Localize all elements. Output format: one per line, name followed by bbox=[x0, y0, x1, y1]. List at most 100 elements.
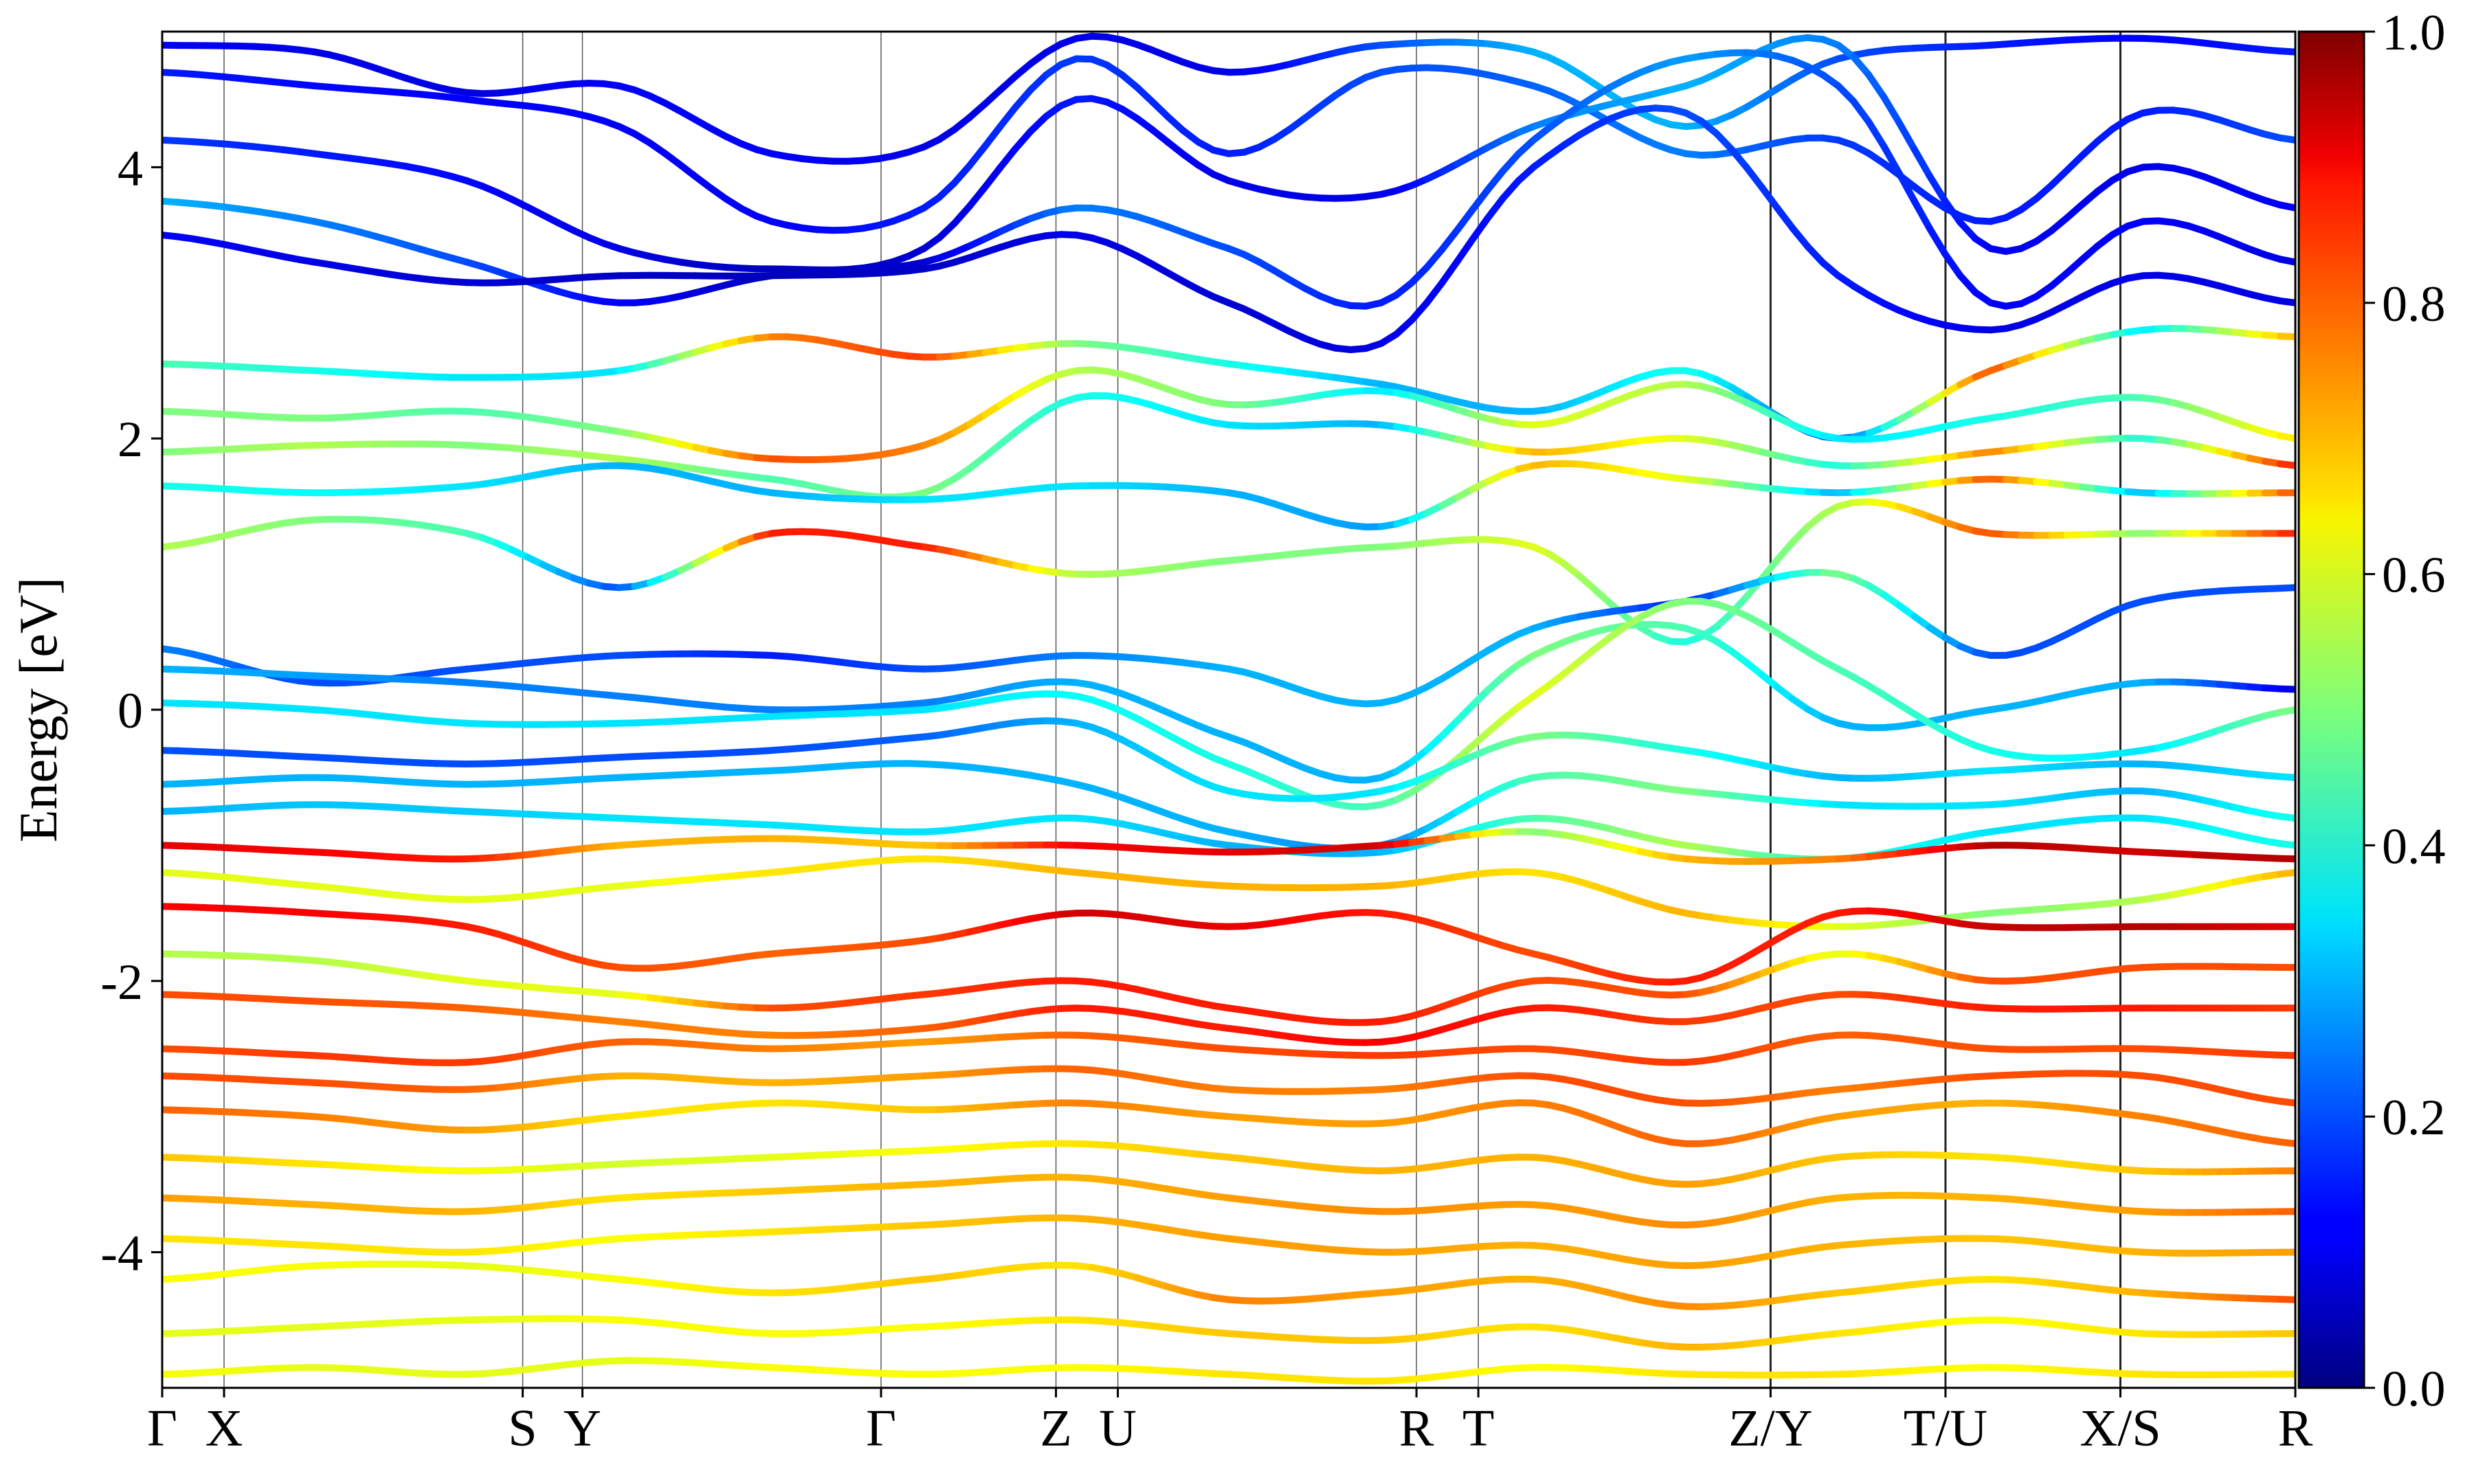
kpoint-label: R bbox=[2278, 1399, 2313, 1457]
band-3-segment bbox=[1895, 170, 1918, 205]
band-1-segment bbox=[1134, 84, 1157, 106]
band-9-segment bbox=[1789, 523, 1812, 546]
band-4-segment bbox=[1713, 130, 1735, 153]
band-3-segment bbox=[2276, 256, 2295, 266]
band-1-segment bbox=[2048, 167, 2071, 189]
band-1-segment bbox=[2063, 152, 2086, 175]
band-4-segment bbox=[1423, 279, 1446, 306]
band-3-segment bbox=[1910, 197, 1933, 232]
band-lines bbox=[162, 32, 2295, 1385]
band-9-segment bbox=[1713, 609, 1735, 631]
band-2 bbox=[162, 34, 2295, 273]
band-4-segment bbox=[1469, 214, 1491, 243]
colorbar-tick-label: 0.4 bbox=[2382, 818, 2446, 875]
band-1-segment bbox=[1012, 86, 1034, 111]
colorbar bbox=[2297, 30, 2365, 1389]
band-3-segment bbox=[1926, 225, 1949, 258]
band-5-segment bbox=[2276, 333, 2295, 341]
band-22-segment bbox=[2276, 1097, 2295, 1107]
band-11-segment bbox=[1423, 732, 1446, 754]
band-4-segment bbox=[1500, 177, 1522, 202]
band-10-segment bbox=[2276, 584, 2295, 592]
band-11 bbox=[162, 620, 2295, 784]
band-1-segment bbox=[996, 104, 1019, 131]
band-2-segment bbox=[1012, 128, 1034, 153]
band-12-segment bbox=[2276, 706, 2295, 716]
band-17-segment bbox=[2276, 868, 2295, 878]
band-2-segment bbox=[935, 220, 958, 242]
kpoint-label: Z bbox=[1040, 1399, 1071, 1457]
band-4-segment bbox=[1453, 236, 1476, 265]
y-tick-label: 2 bbox=[118, 412, 143, 468]
band-4-segment bbox=[1438, 258, 1461, 286]
band-2-segment bbox=[1910, 146, 1933, 180]
kpoint-label: Y bbox=[564, 1399, 601, 1457]
kpoint-label: R bbox=[1399, 1399, 1434, 1457]
band-20 bbox=[162, 991, 2295, 1046]
band-4-segment bbox=[1774, 204, 1796, 232]
band-25 bbox=[162, 1173, 2295, 1229]
band-27 bbox=[162, 1260, 2295, 1310]
band-14 bbox=[162, 760, 2295, 852]
band-2-segment bbox=[1027, 113, 1049, 135]
kpoint-label: T bbox=[1462, 1399, 1494, 1457]
band-19 bbox=[162, 950, 2295, 1026]
band-5 bbox=[162, 325, 2295, 442]
band-2-segment bbox=[950, 202, 974, 227]
band-2-segment bbox=[966, 183, 989, 210]
band-4-segment bbox=[1743, 164, 1765, 191]
y-tick-label: 4 bbox=[118, 140, 143, 196]
y-tick-label: 0 bbox=[118, 683, 143, 739]
kpoint-label: Z/Y bbox=[1728, 1399, 1812, 1457]
band-11-segment bbox=[1438, 717, 1461, 740]
band-28 bbox=[162, 1315, 2295, 1351]
band-16 bbox=[162, 828, 2295, 865]
band-24 bbox=[162, 1140, 2295, 1188]
band-1-segment bbox=[935, 179, 958, 201]
band-8 bbox=[162, 460, 2295, 530]
high-symmetry-lines bbox=[223, 32, 2121, 1388]
band-4-segment bbox=[1728, 146, 1750, 171]
band-7 bbox=[162, 392, 2295, 501]
band-3 bbox=[162, 49, 2295, 310]
band-3-segment bbox=[1834, 82, 1857, 105]
band-3-segment bbox=[1423, 246, 1446, 271]
band-11-segment bbox=[1453, 701, 1476, 724]
band-13-segment bbox=[2276, 773, 2295, 781]
band-21 bbox=[162, 1031, 2295, 1066]
band-9-segment bbox=[1774, 539, 1796, 563]
kpoint-label: T/U bbox=[1904, 1399, 1987, 1457]
colorbar-ticks: 0.0 0.2 0.4 0.6 0.8 1.0 bbox=[2364, 5, 2446, 1417]
y-axis-label: Energy [eV] bbox=[8, 577, 68, 842]
band-15-segment bbox=[2276, 840, 2295, 849]
band-17 bbox=[162, 855, 2295, 930]
kpoint-label: X bbox=[205, 1399, 243, 1457]
band-4-segment bbox=[1804, 243, 1827, 267]
band-3-segment bbox=[1500, 150, 1522, 175]
kpoint-label: Γ bbox=[866, 1399, 896, 1457]
band-7-segment bbox=[2276, 460, 2295, 469]
band-1-segment bbox=[966, 142, 989, 169]
band-3-segment bbox=[1484, 167, 1507, 194]
band-23 bbox=[162, 1099, 2295, 1147]
band-6-segment bbox=[2276, 432, 2295, 442]
y-axis-ticks: -4 -2 0 2 4 bbox=[100, 140, 162, 1282]
band-9 bbox=[162, 498, 2295, 646]
x-axis-ticks: Γ X S Y Γ Z U R T Z/Y T/U X/S R bbox=[147, 1388, 2313, 1457]
y-tick-label: -2 bbox=[100, 954, 143, 1011]
kpoint-label: S bbox=[508, 1399, 537, 1457]
kpoint-label: U bbox=[1099, 1399, 1137, 1457]
band-4-segment bbox=[1789, 224, 1812, 250]
band-11-segment bbox=[1469, 686, 1491, 709]
band-2-segment bbox=[1926, 172, 1949, 205]
band-12 bbox=[162, 598, 2295, 811]
band-2-segment bbox=[996, 145, 1019, 171]
band-3-segment bbox=[1408, 264, 1431, 286]
band-21-segment bbox=[2276, 1051, 2295, 1059]
band-1-segment bbox=[981, 123, 1004, 150]
band-1 bbox=[162, 55, 2295, 234]
band-18 bbox=[162, 903, 2295, 986]
colorbar-tick-label: 0.2 bbox=[2382, 1090, 2446, 1146]
band-3-segment bbox=[1469, 186, 1491, 214]
